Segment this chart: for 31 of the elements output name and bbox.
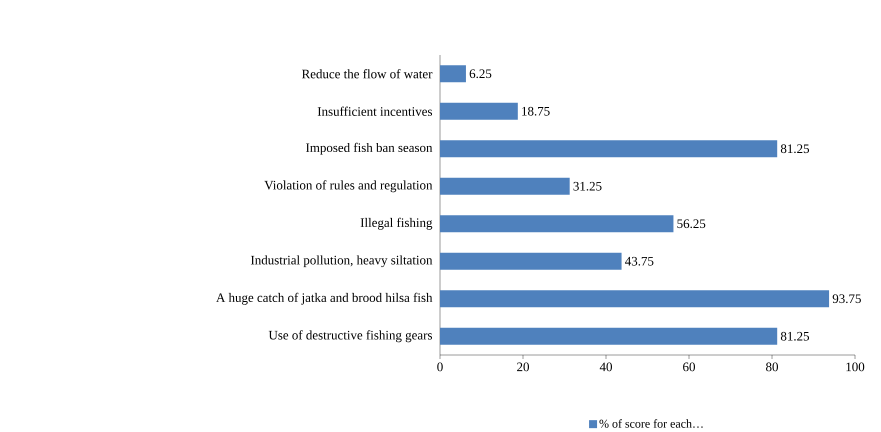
- y-tick-label: Reduce the flow of water: [302, 69, 432, 78]
- x-tick-label: 100: [846, 362, 864, 372]
- data-label: 81.25: [780, 144, 810, 154]
- data-label: 56.25: [677, 219, 706, 228]
- x-tick-label: 60: [683, 362, 695, 372]
- data-label: 6.25: [470, 69, 492, 78]
- bar: [440, 140, 778, 158]
- x-tick-label: 40: [600, 362, 612, 372]
- data-label: 18.75: [522, 106, 550, 116]
- data-label: 81.25: [780, 332, 810, 341]
- bar: [440, 328, 778, 345]
- bar: [440, 102, 518, 120]
- data-label: 93.75: [832, 294, 861, 304]
- bar: [440, 252, 622, 270]
- data-label: 31.25: [574, 182, 602, 191]
- y-tick-label: Use of destructive fishing gears: [268, 330, 432, 342]
- bar: [440, 290, 830, 308]
- x-tick-label: 80: [766, 362, 778, 372]
- y-tick-label: Industrial pollution, heavy siltation: [250, 255, 432, 268]
- bar: [440, 65, 466, 82]
- y-tick-label: Imposed fish ban season: [306, 142, 432, 155]
- y-tick-label: Insufficient incentives: [318, 106, 432, 116]
- y-tick-label: A huge catch of jatka and brood hilsa fish: [216, 292, 432, 305]
- legend-label: % of score for each…: [599, 419, 703, 428]
- bar: [440, 215, 674, 232]
- y-tick-label: Violation of rules and regulation: [264, 180, 432, 192]
- y-tick-label: Illegal fishing: [360, 218, 432, 230]
- x-tick-label: 20: [517, 362, 529, 372]
- data-label: 43.75: [625, 256, 654, 266]
- bar: [440, 178, 570, 195]
- x-tick-label: 0: [437, 362, 443, 372]
